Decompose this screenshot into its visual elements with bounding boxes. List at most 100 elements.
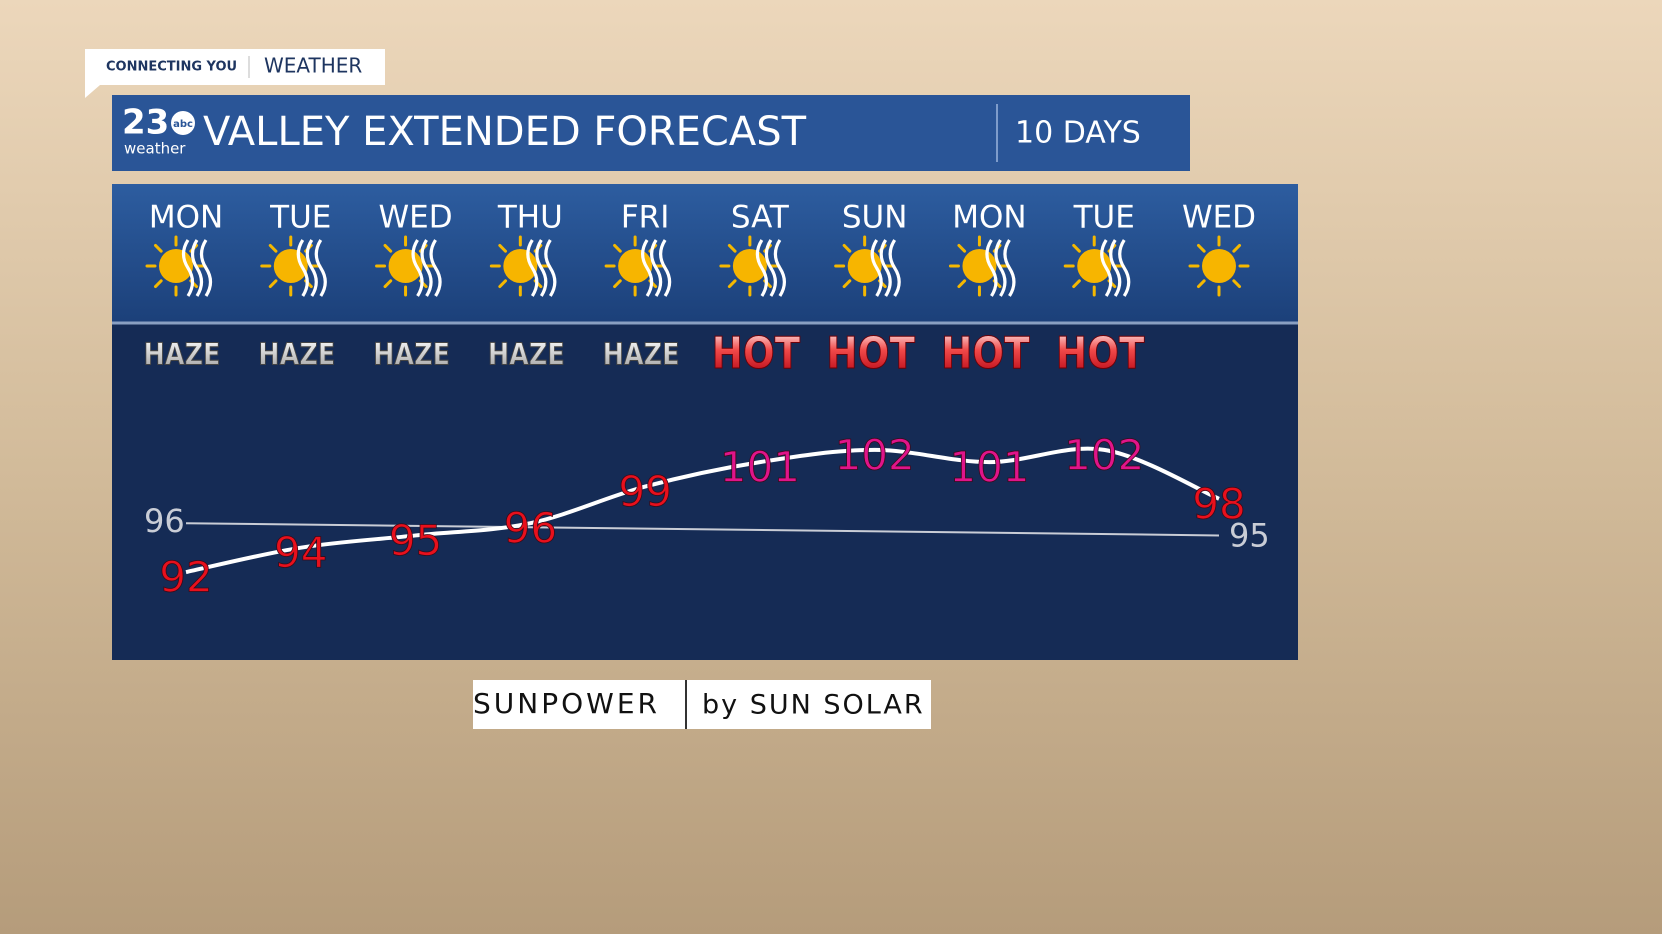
sun-ray: [383, 279, 393, 289]
day-label: WED: [379, 200, 453, 236]
haze-wave: [870, 239, 883, 297]
sun-ray: [613, 243, 622, 253]
haze-wave: [985, 239, 998, 297]
sun-ray: [268, 243, 278, 253]
sun-ray: [842, 243, 852, 253]
header-range: 10 DAYS: [1015, 116, 1141, 151]
normal-label: 95: [1229, 516, 1270, 554]
haze-wave: [314, 239, 327, 297]
sun-ray: [383, 243, 393, 253]
haze-wave: [305, 239, 318, 297]
condition-label: HAZE: [488, 337, 565, 373]
haze-wave: [420, 239, 433, 297]
day-label: MON: [149, 200, 223, 236]
weather-icon: [1063, 235, 1131, 297]
logo-network: abc: [173, 119, 193, 130]
sun-ray: [1232, 279, 1242, 289]
weather-icon: [604, 235, 672, 297]
haze-wave: [199, 239, 213, 297]
condition-label: HOT: [826, 327, 915, 379]
sun-ray: [727, 279, 737, 289]
sun-ray: [727, 243, 737, 253]
haze-wave: [544, 239, 557, 297]
sun-ray: [1072, 243, 1081, 253]
haze-wave: [526, 239, 539, 297]
sponsor-by: by SUN SOLAR: [702, 690, 925, 721]
temp-label: 102: [835, 430, 915, 479]
haze-wave: [190, 239, 204, 297]
haze-wave: [659, 239, 672, 297]
condition-label: HAZE: [603, 337, 680, 373]
logo-sub: weather: [124, 140, 186, 158]
day-label: THU: [497, 200, 563, 236]
condition-label: HAZE: [144, 337, 221, 373]
haze-wave: [879, 239, 892, 297]
day-label: FRI: [621, 200, 670, 236]
sponsor: SUNPOWER by SUN SOLAR: [473, 680, 931, 729]
day-label: TUE: [1073, 200, 1135, 236]
day-label: WED: [1182, 200, 1256, 236]
weather-icon: [834, 235, 901, 297]
haze-wave: [429, 239, 442, 297]
haze-wave: [411, 239, 424, 297]
day-label: TUE: [269, 200, 331, 236]
section-text: WEATHER: [264, 54, 362, 78]
normal-label: 96: [144, 502, 185, 540]
sun-ray: [1196, 243, 1206, 253]
temp-label: 99: [618, 467, 671, 516]
temp-label: 95: [389, 516, 442, 565]
temp-label: 92: [159, 553, 212, 602]
sun-ray: [613, 279, 622, 289]
sun-ray: [1072, 279, 1081, 289]
haze-wave: [1003, 239, 1016, 297]
tag-text: CONNECTING YOU: [106, 60, 237, 75]
condition-label: HAZE: [373, 337, 450, 373]
temp-label: 98: [1192, 479, 1245, 528]
sun-ray: [153, 243, 163, 253]
weather-icon: [145, 235, 213, 297]
weather-icon: [375, 235, 442, 297]
day-label: MON: [952, 200, 1026, 236]
condition-label: HOT: [941, 327, 1030, 379]
sun: [1202, 249, 1236, 283]
temp-label: 101: [949, 443, 1029, 492]
weather-icon: [1188, 235, 1250, 297]
temp-label: 102: [1064, 430, 1144, 479]
haze-wave: [650, 239, 663, 297]
sun-ray: [957, 243, 967, 253]
haze-wave: [1100, 239, 1113, 297]
haze-wave: [764, 239, 777, 297]
day-label: SUN: [842, 200, 908, 236]
temp-label: 101: [720, 443, 800, 492]
haze-wave: [994, 239, 1007, 297]
haze-wave: [773, 239, 786, 297]
header-title: VALLEY EXTENDED FORECAST: [203, 109, 807, 155]
haze-wave: [181, 239, 195, 297]
sun-ray: [498, 243, 507, 253]
sun-ray: [1232, 243, 1242, 253]
sun-ray: [957, 279, 967, 289]
tag-box: [85, 49, 385, 85]
haze-wave: [755, 239, 768, 297]
haze-wave: [1109, 239, 1122, 297]
logo-number: 23: [122, 103, 169, 143]
condition-label: HOT: [712, 327, 801, 379]
header: 23 abc weather VALLEY EXTENDED FORECAST …: [112, 95, 1190, 171]
haze-wave: [641, 239, 654, 297]
day-label: SAT: [731, 200, 790, 236]
weather-icon: [489, 235, 557, 297]
sun-ray: [153, 279, 163, 289]
sun-ray: [268, 279, 278, 289]
haze-wave: [535, 239, 548, 297]
haze-wave: [1118, 239, 1131, 297]
temp-label: 96: [504, 504, 557, 553]
haze-wave: [296, 239, 309, 297]
brand-tag: CONNECTING YOU WEATHER: [85, 49, 385, 98]
condition-label: HAZE: [258, 337, 335, 373]
condition-label: HOT: [1056, 327, 1145, 379]
temp-line: [185, 446, 1220, 575]
header-bar: [112, 95, 1190, 171]
tag-tail: [85, 85, 100, 98]
chart: MON HAZE TUE HAZE WED HAZE THU HAZE FRI HAZE SAT HO…: [143, 200, 1270, 603]
